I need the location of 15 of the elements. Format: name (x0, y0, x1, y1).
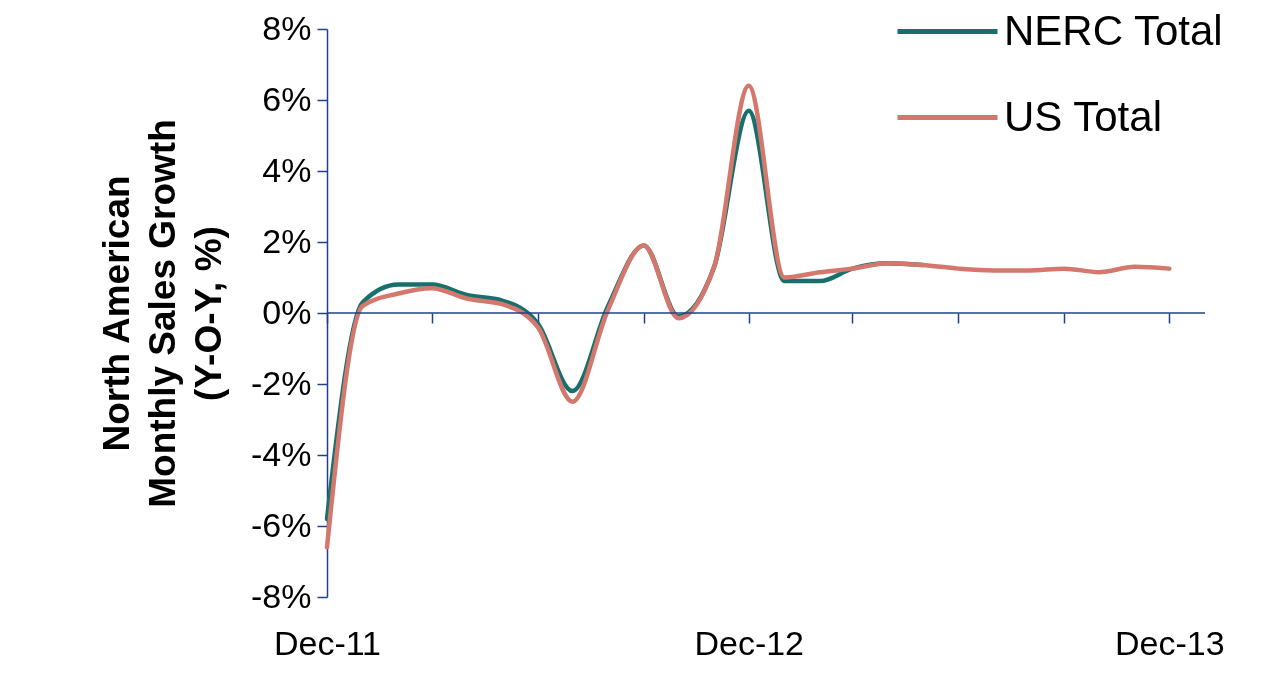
y-tick-label: -8% (251, 576, 312, 615)
y-tick-label: 6% (262, 79, 312, 118)
y-axis-title: North American Monthly Sales Growth (Y-O-Y, %) (96, 119, 230, 508)
y-tick-label: -6% (251, 505, 312, 544)
legend-label: US Total (1004, 92, 1162, 140)
y-tick-label: 2% (262, 221, 312, 260)
y-tick-label: -2% (251, 363, 312, 402)
y-tick-label: 4% (262, 150, 312, 189)
x-tick-label: Dec-11 (273, 623, 382, 662)
x-tick-label: Dec-12 (694, 623, 805, 662)
legend-label: NERC Total (1004, 6, 1223, 54)
y-tick-label: 8% (262, 8, 312, 47)
y-tick-label: -4% (251, 434, 312, 473)
x-tick-label: Dec-13 (1114, 623, 1225, 662)
y-tick-label: 0% (262, 292, 312, 331)
